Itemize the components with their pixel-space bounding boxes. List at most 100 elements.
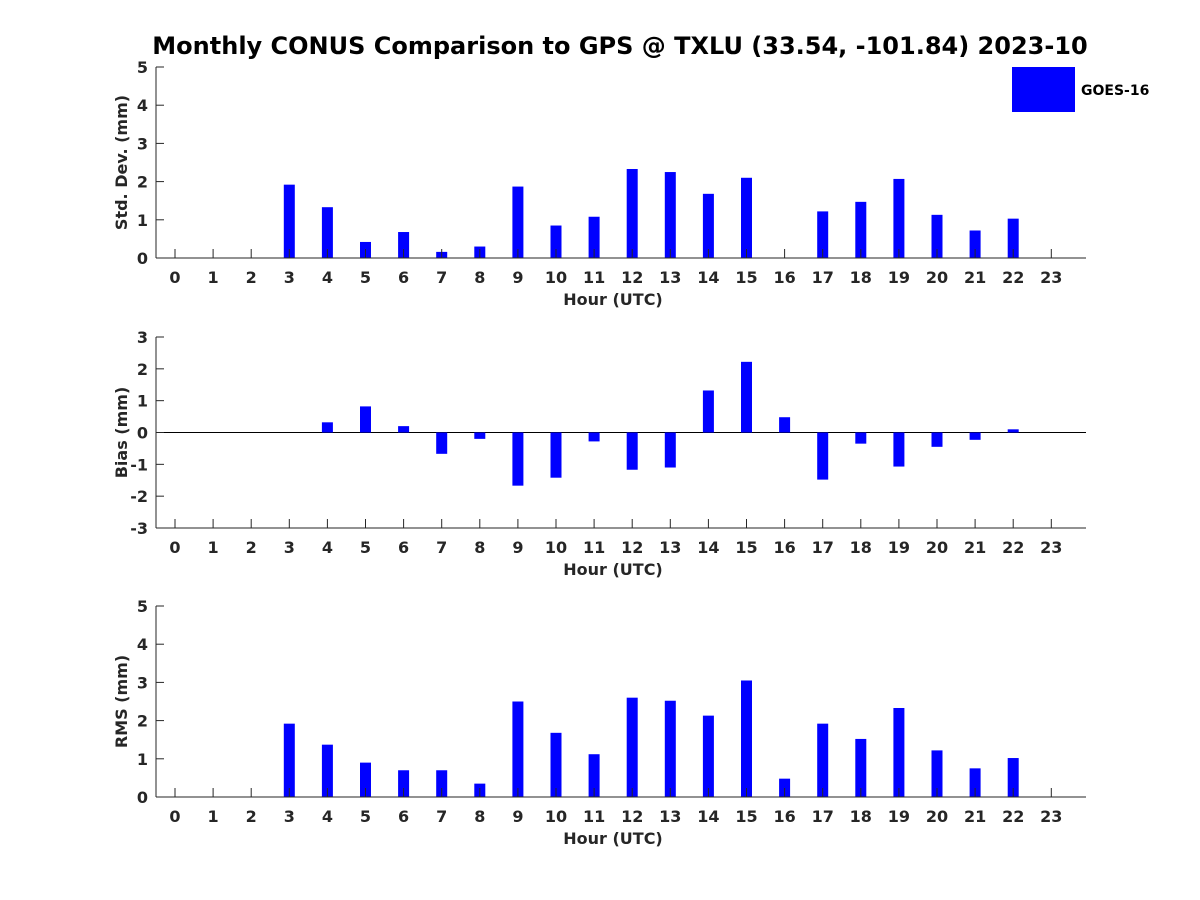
rms-y-tick-label: 2	[137, 712, 148, 731]
bias-bar-hour-15	[741, 361, 752, 433]
bias-x-tick-label: 9	[512, 538, 523, 557]
rms-x-tick-label: 7	[436, 807, 447, 826]
std-x-tick-label: 7	[436, 268, 447, 287]
bias-bar-hour-22	[1007, 429, 1019, 433]
bias-x-tick-label: 13	[659, 538, 681, 557]
std-y-tick-label: 2	[137, 173, 148, 192]
rms-x-tick-label: 20	[926, 807, 948, 826]
bias-bar-hour-9	[512, 432, 524, 486]
std-bar-hour-17	[817, 211, 829, 258]
bias-y-tick-label: 0	[137, 424, 148, 443]
std-x-tick-label: 1	[208, 268, 219, 287]
rms-x-tick-label: 12	[621, 807, 643, 826]
bias-bar-hour-16	[779, 417, 791, 433]
std-x-tick-label: 17	[812, 268, 834, 287]
std-bar-hour-3	[283, 184, 295, 258]
rms-x-tick-label: 18	[850, 807, 872, 826]
std-y-tick-label: 4	[137, 96, 148, 115]
rms-x-tick-label: 3	[284, 807, 295, 826]
rms-y-tick-label: 5	[137, 597, 148, 616]
std-bar-hour-22	[1007, 218, 1019, 258]
bias-x-tick-label: 4	[322, 538, 333, 557]
bias-x-tick-label: 11	[583, 538, 605, 557]
rms-bar-hour-10	[550, 732, 562, 797]
std-x-tick-label: 2	[246, 268, 257, 287]
bias-x-tick-label: 21	[964, 538, 986, 557]
rms-y-axis-label: RMS (mm)	[112, 655, 131, 748]
bias-y-tick-label: -2	[130, 487, 148, 506]
bias-bar-hour-5	[360, 406, 371, 433]
bias-x-tick-label: 10	[545, 538, 567, 557]
std-x-tick-label: 21	[964, 268, 986, 287]
bias-y-tick-label: 3	[137, 328, 148, 347]
rms-bar-hour-22	[1007, 758, 1019, 797]
std-x-tick-label: 4	[322, 268, 333, 287]
std-x-tick-label: 16	[773, 268, 795, 287]
std-x-tick-label: 9	[512, 268, 523, 287]
rms-x-tick-label: 16	[773, 807, 795, 826]
std-bar-hour-6	[398, 232, 410, 258]
rms-x-tick-label: 23	[1040, 807, 1062, 826]
std-x-tick-label: 6	[398, 268, 409, 287]
rms-x-tick-label: 0	[169, 807, 180, 826]
bias-x-tick-label: 19	[888, 538, 910, 557]
std-x-tick-label: 14	[697, 268, 719, 287]
bias-x-tick-label: 2	[246, 538, 257, 557]
rms-x-tick-label: 1	[208, 807, 219, 826]
std-bar-hour-21	[969, 230, 981, 258]
rms-bar-hour-16	[779, 778, 791, 797]
bias-bar-hour-14	[702, 390, 714, 433]
rms-x-tick-label: 17	[812, 807, 834, 826]
bias-x-tick-label: 23	[1040, 538, 1062, 557]
rms-bar-hour-7	[436, 770, 448, 797]
rms-y-tick-label: 1	[137, 750, 148, 769]
std-x-axis-label: Hour (UTC)	[563, 290, 663, 309]
rms-x-tick-label: 11	[583, 807, 605, 826]
rms-bar-hour-3	[283, 723, 295, 797]
legend-swatch	[1012, 67, 1075, 112]
bias-x-tick-label: 12	[621, 538, 643, 557]
rms-x-tick-label: 15	[735, 807, 757, 826]
rms-x-tick-label: 13	[659, 807, 681, 826]
rms-bar-hour-4	[321, 744, 333, 797]
std-x-tick-label: 15	[735, 268, 757, 287]
bias-y-tick-label: 2	[137, 360, 148, 379]
std-x-tick-label: 8	[474, 268, 485, 287]
bias-x-tick-label: 7	[436, 538, 447, 557]
bias-bar-hour-17	[817, 432, 829, 480]
bias-x-tick-label: 17	[812, 538, 834, 557]
std-x-tick-label: 3	[284, 268, 295, 287]
rms-x-axis-label: Hour (UTC)	[563, 829, 663, 848]
bias-bar-hour-8	[474, 432, 486, 439]
std-x-tick-label: 19	[888, 268, 910, 287]
rms-y-tick-label: 0	[137, 788, 148, 807]
std-bar-hour-10	[550, 225, 562, 258]
bias-x-tick-label: 20	[926, 538, 948, 557]
legend-label: GOES-16	[1081, 83, 1149, 99]
bias-x-tick-label: 15	[735, 538, 757, 557]
std-bar-hour-4	[321, 207, 333, 258]
bias-x-tick-label: 3	[284, 538, 295, 557]
std-bar-hour-20	[931, 214, 943, 258]
bias-bar-hour-11	[588, 432, 600, 442]
std-x-tick-label: 0	[169, 268, 180, 287]
rms-bar-hour-18	[855, 738, 867, 797]
bias-y-axis-label: Bias (mm)	[112, 387, 131, 479]
bias-bar-hour-20	[931, 432, 943, 447]
std-bar-hour-11	[588, 216, 600, 258]
bias-x-tick-label: 5	[360, 538, 371, 557]
bias-x-tick-label: 6	[398, 538, 409, 557]
bias-y-tick-label: -1	[130, 455, 148, 474]
bias-x-axis-label: Hour (UTC)	[563, 560, 663, 579]
rms-y-tick-label: 3	[137, 673, 148, 692]
rms-x-tick-label: 4	[322, 807, 333, 826]
legend: GOES-16	[1012, 67, 1149, 112]
rms-x-tick-label: 19	[888, 807, 910, 826]
std-y-axis-label: Std. Dev. (mm)	[112, 95, 131, 230]
rms-x-tick-label: 6	[398, 807, 409, 826]
rms-x-tick-label: 14	[697, 807, 719, 826]
std-x-tick-label: 13	[659, 268, 681, 287]
rms-x-tick-label: 8	[474, 807, 485, 826]
rms-y-tick-label: 4	[137, 635, 148, 654]
